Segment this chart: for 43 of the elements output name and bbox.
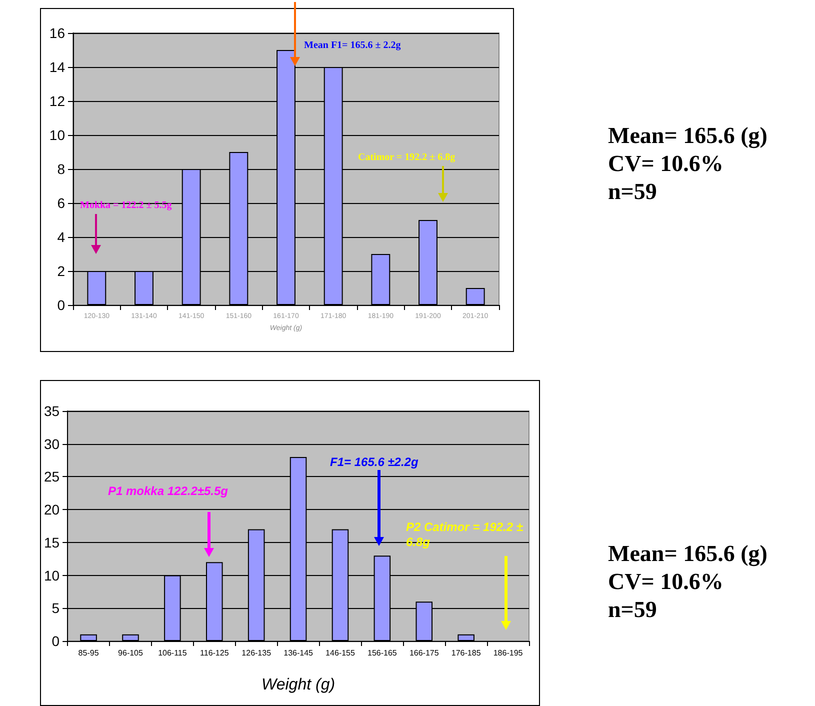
y-tick-label: 8 [57,161,66,177]
y-tick-label: 0 [52,633,60,649]
x-tick-label: 116-125 [200,648,230,658]
annotation: F1= 165.6 ±2.2g [330,455,420,470]
y-tick-label: 16 [49,25,66,41]
text: n=59 [608,178,658,206]
text: Mean= 165.6 (g) [608,122,768,150]
y-tick-label: 5 [52,600,60,616]
x-axis-title: Weight (g) [262,676,336,694]
y-tick-label: 4 [57,229,66,245]
y-tick-label: 25 [44,468,60,485]
y-tick-label: 12 [49,93,66,109]
x-tick-label: 166-175 [409,648,440,658]
annotation: P1 mokka 122.2±5.5g [108,484,229,499]
x-tick-label: 85-95 [78,648,100,658]
x-tick-label: 106-115 [158,648,188,658]
y-tick-label: 10 [49,127,66,143]
y-tick-label: 10 [44,567,60,584]
text: CV= 10.6% [608,568,724,596]
bar [466,288,485,305]
x-tick-label: 186-195 [493,648,524,658]
y-tick-label: 15 [44,534,60,550]
y-tick-label: 0 [57,297,66,313]
y-tick-label: 30 [44,436,60,452]
x-tick-label: 96-105 [118,648,144,658]
y-tick-label: 2 [57,263,66,279]
y-tick-label: 6 [57,195,66,211]
x-tick-label: 126-135 [242,648,272,658]
y-tick-label: 35 [44,403,60,419]
x-tick-label: 156-165 [368,648,398,658]
x-tick-label: 146-155 [326,648,356,658]
text: Mean= 165.6 (g) [608,540,768,568]
bar [458,634,474,641]
y-tick-label: 20 [44,502,60,518]
y-tick-label: 14 [49,59,66,75]
x-tick-label: 136-145 [284,648,314,658]
text: CV= 10.6% [608,150,724,178]
annotation: Mean F1= 165.6 ± 2.2g [304,39,402,53]
bar [80,634,97,641]
bar [122,634,139,641]
x-tick-label: 176-185 [451,648,482,658]
text: n=59 [608,596,658,624]
annotation: Catimor = 192.2 ± 6.8g [358,151,456,165]
